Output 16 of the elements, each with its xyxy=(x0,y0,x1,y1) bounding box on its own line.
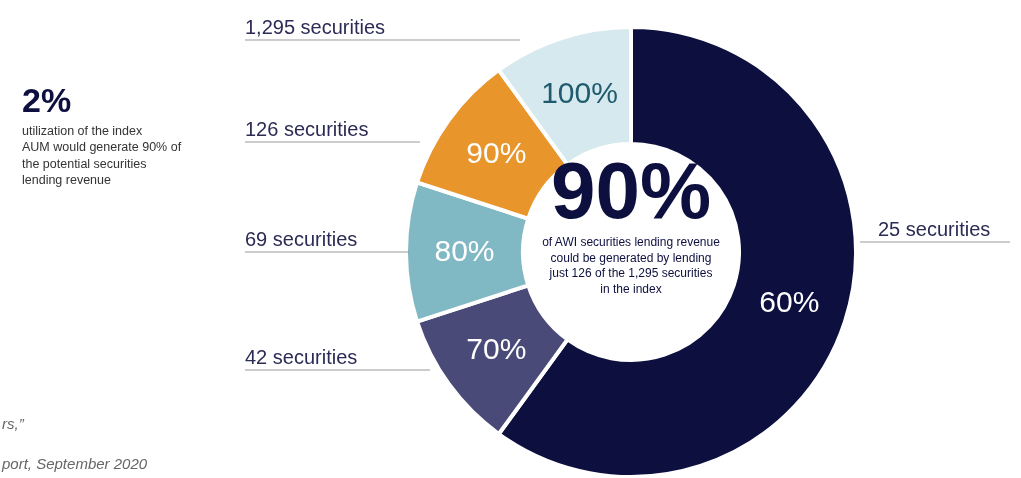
text: 90% xyxy=(550,146,712,235)
text: 90% xyxy=(466,136,527,170)
text: rs,” xyxy=(2,415,25,432)
text: 60% xyxy=(759,285,820,319)
slice-label: 42 securities xyxy=(245,346,358,368)
text: 70% xyxy=(466,331,527,365)
text: 80% xyxy=(434,234,495,267)
text: port, September 2020 xyxy=(1,455,148,472)
slice-label: 1,295 securities xyxy=(245,16,386,38)
text: of AWI securities lending revenue could be generated by lending just 126 of the 1,295 securities in the index xyxy=(542,235,721,296)
text: 2% xyxy=(22,81,72,119)
text: utilization of the index AUM would generate 90% of the potential securities lending revenue xyxy=(22,124,182,187)
text: 100% xyxy=(541,75,618,109)
slice-label: 69 securities xyxy=(245,228,358,250)
slice-label: 25 securities xyxy=(878,218,991,240)
slice-label: 126 securities xyxy=(245,118,369,140)
